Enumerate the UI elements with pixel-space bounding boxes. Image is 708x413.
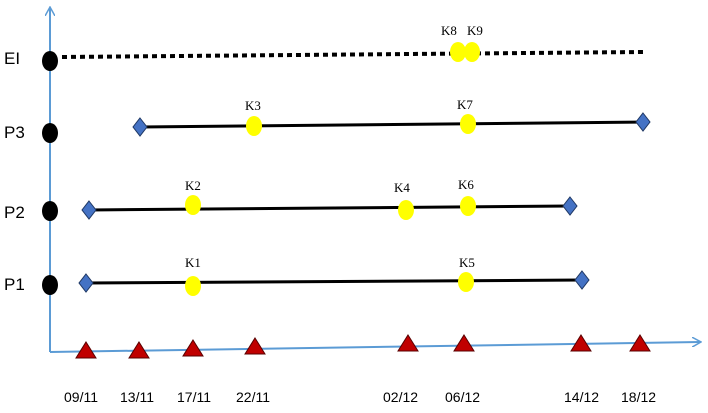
milestone-k5 <box>458 272 474 292</box>
phase-end-diamond-p2 <box>562 196 578 216</box>
milestone-k8 <box>450 42 466 62</box>
milestone-label-k5: K5 <box>459 255 475 270</box>
lane-label-p2: P2 <box>4 203 25 222</box>
lane-start-dot-p1 <box>42 275 58 295</box>
date-label-2: 13/11 <box>120 389 154 405</box>
lane-line-ei <box>61 50 644 59</box>
milestone-k2 <box>185 195 201 215</box>
milestone-k1 <box>185 276 201 296</box>
milestone-k3 <box>246 116 262 136</box>
milestone-k7 <box>460 114 476 134</box>
milestone-k9 <box>464 42 480 62</box>
lane-line-p3 <box>139 120 644 129</box>
lane-label-p1: P1 <box>4 275 25 294</box>
x-axis <box>49 342 700 353</box>
lane-line-p1 <box>85 278 583 285</box>
date-marker-8 <box>629 334 651 352</box>
lane-start-dot-ei <box>42 51 58 71</box>
milestone-label-k4: K4 <box>394 180 410 195</box>
date-label-7: 14/12 <box>564 389 599 405</box>
date-marker-5 <box>397 334 419 352</box>
phase-end-diamond-p3 <box>635 112 651 132</box>
lane-start-dot-p3 <box>42 123 58 143</box>
date-marker-2 <box>128 341 150 359</box>
milestone-label-k2: K2 <box>185 178 201 193</box>
date-marker-3 <box>182 339 204 357</box>
date-label-8: 18/12 <box>621 389 656 405</box>
milestone-label-k6: K6 <box>458 177 474 192</box>
date-label-5: 02/12 <box>383 389 418 405</box>
lane-start-dot-p2 <box>42 201 58 221</box>
phase-end-diamond-p1 <box>574 270 590 290</box>
date-label-3: 17/11 <box>177 389 211 405</box>
milestone-k4 <box>398 200 414 220</box>
lane-line-p2 <box>88 204 571 212</box>
date-label-4: 22/11 <box>236 389 270 405</box>
milestone-label-k1: K1 <box>185 255 201 270</box>
milestone-label-k3: K3 <box>245 98 261 113</box>
phase-start-diamond-p3 <box>132 117 148 137</box>
date-marker-4 <box>244 337 266 355</box>
milestone-label-k7: K7 <box>457 97 473 112</box>
lane-label-ei: EI <box>4 49 20 68</box>
phase-start-diamond-p2 <box>81 200 97 220</box>
date-label-6: 06/12 <box>445 389 480 405</box>
date-marker-1 <box>75 341 97 359</box>
date-marker-6 <box>453 334 475 352</box>
milestone-label-k8: K8 <box>441 23 457 38</box>
lane-label-p3: P3 <box>4 123 25 142</box>
milestone-label-k9: K9 <box>467 23 483 38</box>
date-label-1: 09/11 <box>64 389 98 405</box>
milestone-k6 <box>460 196 476 216</box>
phase-start-diamond-p1 <box>78 273 94 293</box>
date-marker-7 <box>570 334 592 352</box>
